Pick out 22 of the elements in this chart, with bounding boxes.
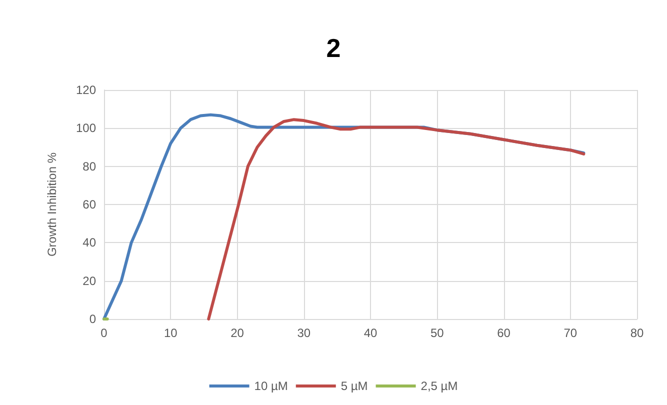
x-tick-label: 80 [630, 326, 644, 340]
chart-title: 2 [326, 33, 341, 63]
legend-label: 2,5 µM [420, 379, 458, 393]
x-tick-label: 0 [100, 326, 108, 340]
legend-label: 10 µM [254, 379, 288, 393]
y-tick-label: 120 [76, 83, 96, 97]
y-tick-label: 100 [76, 121, 96, 136]
y-tick-label: 40 [82, 236, 96, 250]
x-tick-label: 70 [564, 326, 578, 340]
x-tick-label: 20 [230, 326, 244, 340]
y-tick-label: 60 [82, 198, 96, 212]
y-tick-label: 0 [89, 312, 96, 326]
y-tick-label: 20 [82, 274, 96, 288]
legend-label: 5 µM [340, 379, 368, 393]
y-axis-title: Growth Inhibition % [45, 152, 59, 257]
y-tick-label: 80 [82, 159, 96, 174]
x-tick-label: 40 [364, 326, 378, 340]
x-tick-label: 10 [164, 326, 178, 340]
x-tick-label: 50 [430, 326, 444, 340]
x-tick-label: 60 [497, 326, 511, 340]
x-tick-label: 30 [297, 326, 311, 340]
line-series [207, 118, 586, 320]
